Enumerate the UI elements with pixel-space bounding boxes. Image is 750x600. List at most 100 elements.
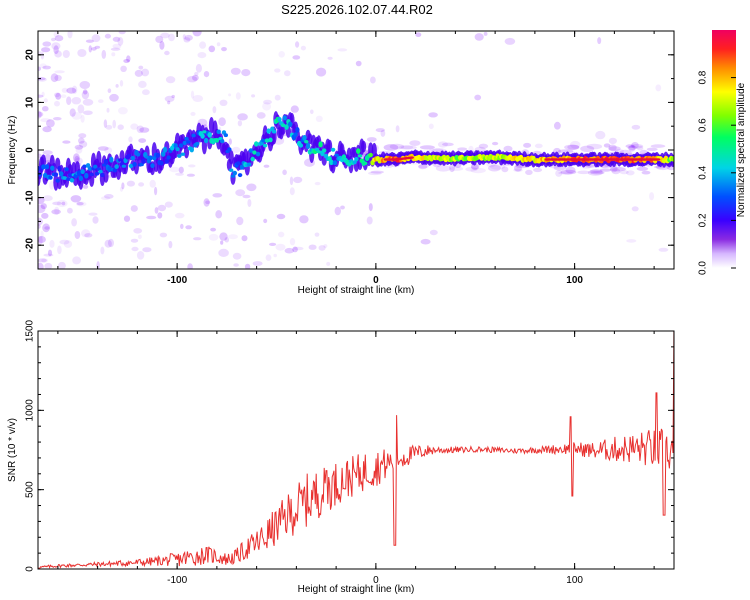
spectrogram-halo xyxy=(450,166,464,171)
snr-y-tick-label: 0 xyxy=(25,566,36,572)
spectrogram-ridge-core xyxy=(109,156,114,163)
spectrogram-speckle xyxy=(61,201,66,206)
spectrogram-speckle xyxy=(94,45,101,49)
spectrogram-halo xyxy=(650,144,666,148)
colorbar-gradient xyxy=(712,30,736,268)
colorbar: 0.0 0.2 0.4 0.6 0.8 Normalized spectral ampl… xyxy=(698,30,747,275)
spectrogram-speckle xyxy=(293,176,303,184)
spectrogram-ridge-core xyxy=(207,132,212,138)
spectrogram-speckle xyxy=(72,256,81,265)
spectrogram-speckle xyxy=(160,32,170,39)
spectrogram-ridge-core xyxy=(246,162,252,167)
spectrogram-speckle xyxy=(76,202,84,206)
spectrogram-ridge-core xyxy=(214,138,220,143)
spectrogram-halo xyxy=(564,144,580,150)
spectrogram-ridge-core xyxy=(357,154,363,158)
spectrogram-speckle xyxy=(232,252,242,260)
spectrogram-speckle xyxy=(415,32,422,37)
spectrogram-speckle xyxy=(219,99,228,107)
spectrogram-ridge-core xyxy=(295,126,300,133)
spectrogram-ridge-core xyxy=(263,143,268,148)
spectrogram-speckle xyxy=(105,124,113,130)
spectrogram-speckle xyxy=(134,69,143,77)
spectrogram-speckle xyxy=(42,195,53,202)
spectrogram-speckle xyxy=(315,115,323,123)
spectrogram-ridge-core xyxy=(363,161,368,165)
spectrogram-ridge-core xyxy=(100,172,105,178)
spectrogram-speckle xyxy=(39,63,47,69)
spectrogram-ridge-core xyxy=(203,137,209,144)
spectrogram-speckle xyxy=(337,48,348,52)
spectrogram-speckle xyxy=(74,231,81,239)
spectrogram-speckle xyxy=(54,35,64,42)
spectrogram-ridge-core xyxy=(288,121,293,128)
snr-series-line xyxy=(38,331,674,569)
spectrogram-speckle xyxy=(631,124,641,130)
spectrogram-x-tick-label: -100 xyxy=(167,275,187,286)
spectrogram-speckle xyxy=(247,199,252,207)
spectrogram-speckle xyxy=(178,166,184,174)
spectrogram-halo xyxy=(501,166,509,173)
spectrogram-speckle xyxy=(154,207,159,214)
spectrogram-speckle xyxy=(40,230,44,238)
spectrogram-speckle xyxy=(278,231,285,238)
colorbar-label: Normalized spectral amplitude xyxy=(736,82,747,217)
spectrogram-halo xyxy=(428,148,444,153)
spectrogram-speckle xyxy=(235,92,241,100)
spectrogram-ridge-core xyxy=(62,176,67,180)
spectrogram-speckle xyxy=(474,94,482,101)
spectrogram-speckle xyxy=(164,50,170,56)
spectrogram-ridge-core xyxy=(132,162,137,167)
spectrogram-speckle xyxy=(168,240,173,249)
spectrogram-ridge-core xyxy=(252,150,257,155)
spectrogram-halo xyxy=(603,143,611,148)
spectrogram-speckle xyxy=(197,52,207,59)
spectrogram-speckle xyxy=(205,200,211,205)
spectrogram-speckle xyxy=(228,138,232,145)
colorbar-tick-label: 0.6 xyxy=(698,118,709,132)
spectrogram-speckle xyxy=(186,173,195,177)
spectrogram-ridge-core xyxy=(44,164,50,170)
spectrogram-speckle xyxy=(67,31,73,39)
spectrogram-speckle xyxy=(631,206,639,212)
spectrogram-speckle xyxy=(117,37,124,46)
spectrogram-speckle xyxy=(595,130,606,140)
spectrogram-ridge-core xyxy=(130,155,135,161)
spectrogram-speckle xyxy=(38,236,43,246)
spectrogram-halo xyxy=(492,141,499,146)
spectrogram-speckle xyxy=(199,41,207,49)
colorbar-tick-label: 0.0 xyxy=(698,261,709,275)
spectrogram-speckle xyxy=(46,119,55,128)
spectrogram-x-tick-label: 100 xyxy=(566,275,583,286)
spectrogram-ridge-outer xyxy=(40,154,47,168)
spectrogram-speckle xyxy=(40,203,47,210)
spectrogram-speckle xyxy=(103,119,108,128)
spectrogram-ridge-peak xyxy=(655,158,661,161)
spectrogram-speckle xyxy=(41,258,48,263)
spectrogram-speckle xyxy=(91,34,101,43)
colorbar-tick-label: 0.2 xyxy=(698,213,709,227)
spectrogram-ridge-core xyxy=(89,172,94,177)
spectrogram-ridge-core xyxy=(280,123,286,128)
spectrogram-speckle xyxy=(80,114,85,123)
spectrogram-ridge-core xyxy=(329,159,334,166)
spectrogram-ridge-core xyxy=(175,147,180,152)
spectrogram-speckle xyxy=(141,68,150,77)
spectrogram-speckle xyxy=(318,245,326,251)
spectrogram-ridge-core xyxy=(41,164,46,170)
spectrogram-speckle xyxy=(104,33,111,39)
spectrogram-ridge-core xyxy=(186,140,191,144)
spectrogram-speckle xyxy=(355,60,362,67)
spectrogram-speckle xyxy=(180,223,184,229)
spectrogram-ridge-core xyxy=(159,160,164,166)
spectrogram-speckle xyxy=(292,55,301,60)
spectrogram-speckle xyxy=(101,49,107,59)
spectrogram-speckle xyxy=(275,243,286,251)
spectrogram-speckle xyxy=(192,74,199,81)
spectrogram-ridge-core xyxy=(316,150,321,154)
snr-x-tick-label: 0 xyxy=(373,575,379,586)
spectrogram-ridge-core xyxy=(121,164,127,168)
spectrogram-halo xyxy=(534,143,543,149)
spectrogram-ridge-core xyxy=(282,115,287,121)
